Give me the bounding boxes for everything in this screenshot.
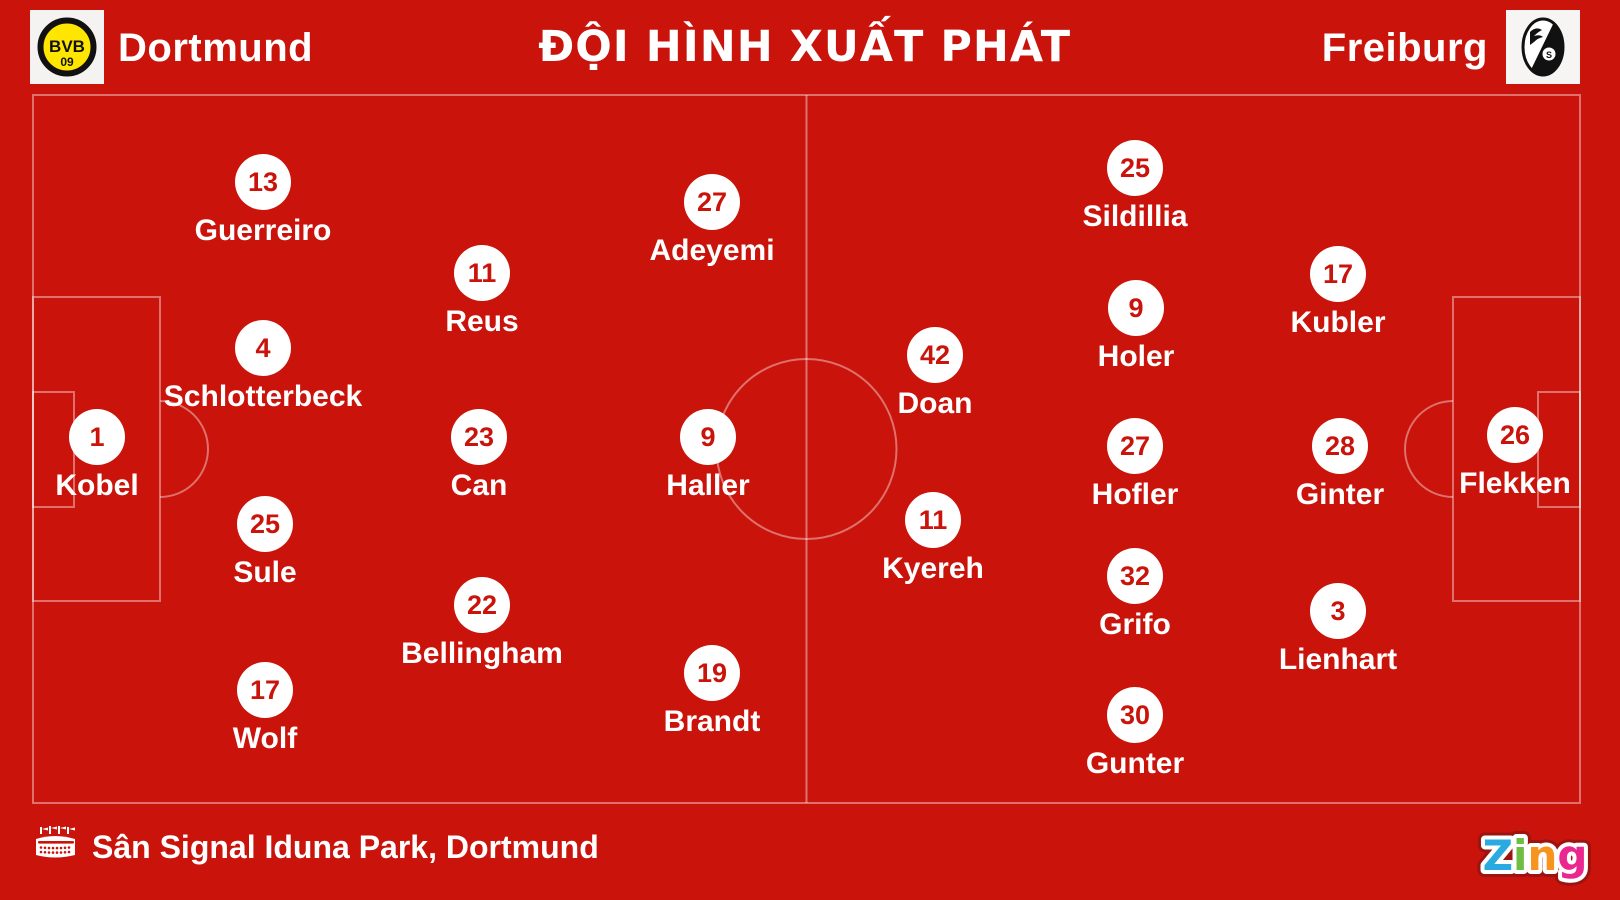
player-number: 3 (1310, 583, 1366, 639)
player-name: Holer (1097, 340, 1175, 373)
player-number: 13 (235, 154, 291, 210)
player-name: Sule (233, 556, 297, 589)
dortmund-logo: BVB 09 (30, 10, 104, 84)
venue-text: Sân Signal Iduna Park, Dortmund (92, 829, 599, 865)
player-name: Gunter (1085, 747, 1185, 780)
player-name: Lienhart (1278, 643, 1398, 676)
player-brandt: 19 Brandt (562, 645, 862, 739)
stadium-icon (36, 826, 75, 858)
player-number: 23 (451, 409, 507, 465)
player-number: 27 (1107, 418, 1163, 474)
zing-text-white: Zing (1483, 831, 1588, 880)
player-number: 30 (1107, 687, 1163, 743)
player-kubler: 17 Kubler (1188, 246, 1488, 340)
freiburg-logo-letter: S (1546, 50, 1552, 60)
player-name: Hofler (1091, 478, 1179, 511)
player-number: 22 (454, 577, 510, 633)
player-haller: 9 Haller (558, 409, 858, 503)
player-name: Doan (897, 387, 973, 420)
player-holer: 9 Holer (986, 280, 1286, 374)
player-number: 26 (1487, 407, 1543, 463)
freiburg-logo: S (1506, 10, 1580, 84)
player-doan: 42 Doan (785, 327, 1085, 421)
player-name: Sildillia (1082, 200, 1188, 233)
player-wolf: 17 Wolf (115, 662, 415, 756)
player-number: 1 (69, 409, 125, 465)
player-gunter: 30 Gunter (985, 687, 1285, 781)
player-name: Grifo (1099, 608, 1171, 641)
player-number: 19 (684, 645, 740, 701)
player-name: Flekken (1459, 467, 1571, 500)
player-name: Kubler (1290, 306, 1386, 339)
player-number: 17 (237, 662, 293, 718)
player-number: 42 (907, 327, 963, 383)
player-number: 11 (905, 492, 961, 548)
zing-text-outline: Zing (1483, 831, 1588, 880)
player-can: 23 Can (329, 409, 629, 503)
player-lienhart: 3 Lienhart (1188, 583, 1488, 677)
away-team-name: Freiburg (1321, 26, 1488, 70)
player-name: Adeyemi (649, 234, 775, 267)
player-sildillia: 25 Sildillia (985, 140, 1285, 234)
player-name: Reus (445, 305, 519, 338)
player-name: Schlotterbeck (163, 380, 363, 413)
player-kyereh: 11 Kyereh (783, 492, 1083, 586)
player-guerreiro: 13 Guerreiro (113, 154, 413, 248)
bvb-logo-year: 09 (60, 55, 74, 69)
player-flekken: 26 Flekken (1365, 407, 1620, 501)
player-name: Kobel (55, 469, 139, 502)
player-kobel: 1 Kobel (0, 409, 247, 503)
player-bellingham: 22 Bellingham (332, 577, 632, 671)
player-reus: 11 Reus (332, 245, 632, 339)
page-title: ĐỘI HÌNH XUẤT PHÁT (538, 22, 1072, 72)
player-ginter: 28 Ginter (1190, 418, 1490, 512)
player-number: 27 (684, 174, 740, 230)
player-number: 28 (1312, 418, 1368, 474)
player-name: Bellingham (401, 637, 563, 670)
zing-logo: Zing Zing Zing (1476, 824, 1595, 887)
zing-text: Zing (1483, 831, 1588, 880)
player-name: Can (450, 469, 508, 502)
player-number: 9 (1108, 280, 1164, 336)
player-name: Haller (666, 469, 750, 502)
player-name: Guerreiro (194, 214, 332, 247)
player-name: Wolf (232, 722, 298, 755)
player-number: 25 (237, 496, 293, 552)
player-name: Ginter (1295, 478, 1385, 511)
player-sule: 25 Sule (115, 496, 415, 590)
home-team-name: Dortmund (118, 26, 314, 70)
player-name: Brandt (663, 705, 761, 738)
player-grifo: 32 Grifo (985, 548, 1285, 642)
player-number: 32 (1107, 548, 1163, 604)
player-number: 4 (235, 320, 291, 376)
player-number: 25 (1107, 140, 1163, 196)
player-number: 17 (1310, 246, 1366, 302)
player-name: Kyereh (882, 552, 984, 585)
bvb-logo-text: BVB (49, 37, 85, 56)
player-hofler: 27 Hofler (985, 418, 1285, 512)
player-adeyemi: 27 Adeyemi (562, 174, 862, 268)
player-number: 9 (680, 409, 736, 465)
player-number: 11 (454, 245, 510, 301)
player-schlotterbeck: 4 Schlotterbeck (113, 320, 413, 414)
